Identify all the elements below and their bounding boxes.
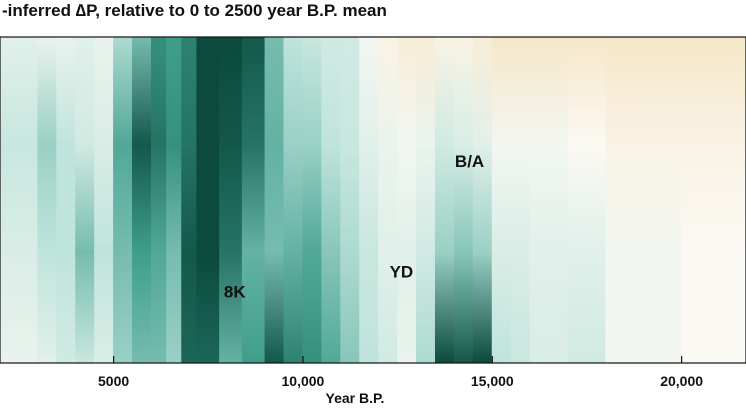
heatmap-band xyxy=(219,37,243,363)
heatmap-band xyxy=(302,37,323,363)
x-tick-label: 10,000 xyxy=(282,373,325,389)
heatmap-band xyxy=(113,37,134,363)
heatmap-band xyxy=(56,37,77,363)
heatmap-band xyxy=(529,37,569,363)
heatmap-bands xyxy=(0,37,746,363)
heatmap-band xyxy=(37,37,58,363)
heatmap-band xyxy=(150,37,168,363)
heatmap-band xyxy=(567,37,607,363)
heatmap-band xyxy=(378,37,399,363)
heatmap-band xyxy=(94,37,115,363)
heatmap-band xyxy=(264,37,285,363)
x-tick-label: 5000 xyxy=(98,373,129,389)
heatmap-band xyxy=(283,37,304,363)
heatmap-band xyxy=(434,37,455,363)
heatmap-band xyxy=(181,37,198,363)
heatmap-band xyxy=(321,37,342,363)
heatmap-band xyxy=(453,37,474,363)
annotations: 8K YD B/A xyxy=(224,152,484,301)
heatmap-band xyxy=(75,37,96,363)
x-axis-label: Year B.P. xyxy=(326,390,385,406)
heatmap-band xyxy=(166,37,183,363)
heatmap-band xyxy=(241,37,266,363)
heatmap-band xyxy=(605,37,683,363)
annotation-label: 8K xyxy=(224,282,246,301)
heatmap-band xyxy=(0,37,39,363)
heatmap-band xyxy=(132,37,152,363)
plot-frame xyxy=(0,36,746,364)
heatmap-band xyxy=(340,37,361,363)
heatmap-band xyxy=(510,37,531,363)
heatmap-band xyxy=(491,37,512,363)
annotation-label: B/A xyxy=(455,152,484,171)
heatmap-band xyxy=(196,37,221,363)
heatmap-band xyxy=(681,37,746,363)
heatmap-band xyxy=(359,37,380,363)
annotation-label: YD xyxy=(390,263,414,282)
x-axis: 5000 10,000 15,000 20,000 xyxy=(98,356,703,389)
chart-title: -inferred ∆P, relative to 0 to 2500 year… xyxy=(2,1,387,20)
x-tick-label: 20,000 xyxy=(660,373,703,389)
heatmap-band xyxy=(472,37,493,363)
heatmap-band xyxy=(416,37,436,363)
x-tick-label: 15,000 xyxy=(471,373,514,389)
heatmap-band xyxy=(397,37,418,363)
